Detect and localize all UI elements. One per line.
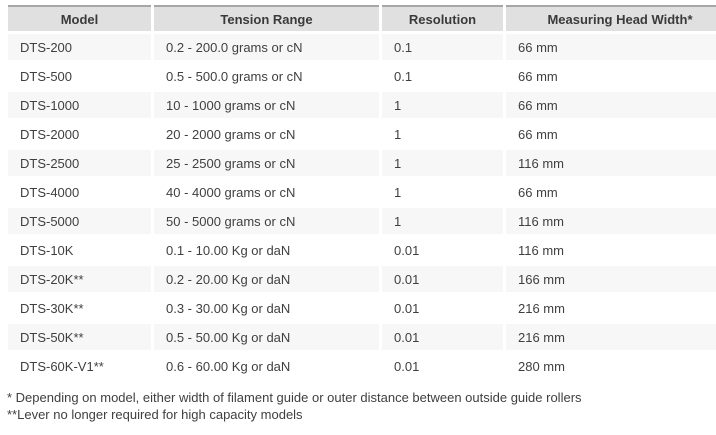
cell-model: DTS-1000 [8, 92, 151, 118]
column-header-tension-range: Tension Range [154, 5, 379, 31]
table-row: DTS-2000 20 - 2000 grams or cN 1 66 mm [8, 121, 716, 147]
cell-model: DTS-4000 [8, 179, 151, 205]
cell-head-width: 66 mm [506, 92, 716, 118]
cell-tension-range: 25 - 2500 grams or cN [154, 150, 379, 176]
cell-head-width: 216 mm [506, 295, 716, 321]
cell-model: DTS-50K** [8, 324, 151, 350]
cell-resolution: 0.01 [382, 353, 503, 379]
table-row: DTS-4000 40 - 4000 grams or cN 1 66 mm [8, 179, 716, 205]
cell-tension-range: 0.1 - 10.00 Kg or daN [154, 237, 379, 263]
table-row: DTS-60K-V1** 0.6 - 60.00 Kg or daN 0.01 … [8, 353, 716, 379]
cell-model: DTS-20K** [8, 266, 151, 292]
cell-tension-range: 0.2 - 20.00 Kg or daN [154, 266, 379, 292]
footnote-lever: **Lever no longer required for high capa… [7, 407, 303, 422]
cell-tension-range: 0.5 - 500.0 grams or cN [154, 63, 379, 89]
table-header: Model Tension Range Resolution Measuring… [8, 5, 716, 31]
spec-table-page: Model Tension Range Resolution Measuring… [5, 2, 716, 423]
cell-model: DTS-2500 [8, 150, 151, 176]
cell-model: DTS-2000 [8, 121, 151, 147]
cell-head-width: 216 mm [506, 324, 716, 350]
column-header-head-width: Measuring Head Width* [506, 5, 716, 31]
cell-model: DTS-60K-V1** [8, 353, 151, 379]
cell-resolution: 1 [382, 179, 503, 205]
cell-resolution: 0.01 [382, 295, 503, 321]
table-row: DTS-500 0.5 - 500.0 grams or cN 0.1 66 m… [8, 63, 716, 89]
cell-model: DTS-30K** [8, 295, 151, 321]
table-row: DTS-20K** 0.2 - 20.00 Kg or daN 0.01 166… [8, 266, 716, 292]
table-footnotes: * Depending on model, either width of fi… [7, 389, 711, 423]
cell-head-width: 66 mm [506, 34, 716, 60]
cell-tension-range: 10 - 1000 grams or cN [154, 92, 379, 118]
cell-head-width: 280 mm [506, 353, 716, 379]
cell-model: DTS-500 [8, 63, 151, 89]
table-row: DTS-10K 0.1 - 10.00 Kg or daN 0.01 116 m… [8, 237, 716, 263]
cell-head-width: 116 mm [506, 150, 716, 176]
table-row: DTS-50K** 0.5 - 50.00 Kg or daN 0.01 216… [8, 324, 716, 350]
cell-resolution: 0.1 [382, 63, 503, 89]
cell-tension-range: 0.3 - 30.00 Kg or daN [154, 295, 379, 321]
cell-model: DTS-5000 [8, 208, 151, 234]
cell-head-width: 116 mm [506, 237, 716, 263]
cell-head-width: 166 mm [506, 266, 716, 292]
cell-resolution: 0.01 [382, 266, 503, 292]
cell-tension-range: 0.5 - 50.00 Kg or daN [154, 324, 379, 350]
cell-resolution: 0.1 [382, 34, 503, 60]
table-row: DTS-1000 10 - 1000 grams or cN 1 66 mm [8, 92, 716, 118]
footnote-measuring-head-width: * Depending on model, either width of fi… [7, 390, 582, 405]
cell-resolution: 1 [382, 150, 503, 176]
table-body: DTS-200 0.2 - 200.0 grams or cN 0.1 66 m… [8, 34, 716, 379]
cell-resolution: 0.01 [382, 237, 503, 263]
cell-head-width: 66 mm [506, 63, 716, 89]
cell-resolution: 1 [382, 92, 503, 118]
cell-head-width: 66 mm [506, 179, 716, 205]
table-row: DTS-200 0.2 - 200.0 grams or cN 0.1 66 m… [8, 34, 716, 60]
cell-tension-range: 0.6 - 60.00 Kg or daN [154, 353, 379, 379]
column-header-resolution: Resolution [382, 5, 503, 31]
cell-model: DTS-10K [8, 237, 151, 263]
cell-tension-range: 0.2 - 200.0 grams or cN [154, 34, 379, 60]
cell-tension-range: 20 - 2000 grams or cN [154, 121, 379, 147]
table-row: DTS-30K** 0.3 - 30.00 Kg or daN 0.01 216… [8, 295, 716, 321]
cell-resolution: 0.01 [382, 324, 503, 350]
table-row: DTS-2500 25 - 2500 grams or cN 1 116 mm [8, 150, 716, 176]
table-row: DTS-5000 50 - 5000 grams or cN 1 116 mm [8, 208, 716, 234]
header-row: Model Tension Range Resolution Measuring… [8, 5, 716, 31]
column-header-model: Model [8, 5, 151, 31]
cell-head-width: 66 mm [506, 121, 716, 147]
cell-tension-range: 50 - 5000 grams or cN [154, 208, 379, 234]
cell-tension-range: 40 - 4000 grams or cN [154, 179, 379, 205]
cell-resolution: 1 [382, 208, 503, 234]
cell-head-width: 116 mm [506, 208, 716, 234]
cell-resolution: 1 [382, 121, 503, 147]
cell-model: DTS-200 [8, 34, 151, 60]
model-spec-table: Model Tension Range Resolution Measuring… [5, 2, 716, 382]
